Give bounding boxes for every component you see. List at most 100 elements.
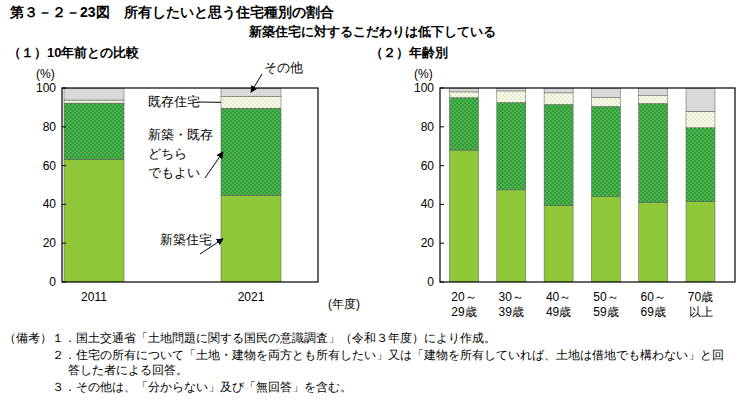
x-tick-label: 40～49歳 <box>546 290 571 319</box>
y-tick <box>440 243 444 244</box>
x-tick-label-line: 2011 <box>81 290 107 304</box>
bars <box>64 88 281 282</box>
y-tick-label: 60 <box>43 159 57 173</box>
bar-segment <box>221 108 281 195</box>
note-line: １．国土交通省「土地問題に関する国民の意識調査」（令和３年度）により作成。 <box>52 331 496 345</box>
x-tick-label-line: 70歳 <box>688 290 713 304</box>
x-tick-label-line: 30～ <box>499 290 524 304</box>
y-tick <box>62 204 66 205</box>
bar-segment <box>497 91 526 103</box>
bar-segment <box>544 88 573 93</box>
note: １．国土交通省「土地問題に関する国民の意識調査」（令和３年度）により作成。 <box>52 331 496 345</box>
y-tick <box>62 88 66 89</box>
annotation-line: 新築住宅 <box>160 232 212 247</box>
bar-segment <box>64 103 124 159</box>
y-tick <box>440 165 444 166</box>
bar-segment <box>221 196 281 282</box>
bar-segment <box>686 111 715 127</box>
bar-segment <box>497 190 526 282</box>
y-tick <box>440 204 444 205</box>
x-tick-label: 60～69歳 <box>641 290 666 319</box>
bar-segment <box>639 96 668 104</box>
y-tick <box>440 126 444 127</box>
y-tick-label: 100 <box>36 81 56 95</box>
annotation-line: 新築・既存 <box>148 127 213 142</box>
panel-title: （２）年齢別 <box>370 45 448 60</box>
panel-title: （１）10年前との比較 <box>8 45 140 60</box>
y-axis-label: (%) <box>414 67 433 81</box>
bar-segment <box>544 104 573 205</box>
bar-segment <box>544 93 573 105</box>
y-tick <box>62 243 66 244</box>
y-tick-label: 20 <box>43 236 57 250</box>
x-tick-label-line: 69歳 <box>641 305 666 319</box>
x-axis-label: (年度) <box>328 297 360 311</box>
bar-segment <box>686 128 715 202</box>
y-axis-label: (%) <box>36 67 55 81</box>
y-tick <box>440 282 444 283</box>
x-tick-label-line: 以上 <box>689 305 713 319</box>
bar-segment <box>591 98 620 107</box>
note-line: ２．住宅の所有について「土地・建物を両方とも所有したい」又は「建物を所有していれ… <box>52 348 724 362</box>
y-tick <box>62 282 66 283</box>
bar-segment <box>64 159 124 282</box>
bar-segment <box>221 88 281 97</box>
annotation-line: でもよい <box>148 165 200 180</box>
x-tick-label-line: 49歳 <box>546 305 571 319</box>
bar-segment <box>544 205 573 282</box>
notes-label: （備考） <box>4 331 52 345</box>
x-tick-label: 20～29歳 <box>451 290 476 319</box>
bar-segment <box>591 106 620 196</box>
y-tick <box>440 88 444 89</box>
bar-segment <box>497 103 526 190</box>
bar-segment <box>64 100 124 103</box>
series-annotation: その他 <box>264 60 303 75</box>
y-tick-label: 60 <box>421 159 435 173</box>
y-tick <box>62 126 66 127</box>
note: ３．その他は、「分からない」及び「無回答」を含む。 <box>52 380 352 394</box>
y-tick-label: 40 <box>421 197 435 211</box>
x-tick-label-line: 50～ <box>593 290 618 304</box>
note-line: ３．その他は、「分からない」及び「無回答」を含む。 <box>52 380 352 394</box>
bar-segment <box>450 92 479 98</box>
note: ２．住宅の所有について「土地・建物を両方とも所有したい」又は「建物を所有していれ… <box>52 348 724 377</box>
y-tick-label: 80 <box>421 120 435 134</box>
annotation-arrow <box>197 102 221 103</box>
annotation-line: どちら <box>148 146 187 161</box>
bar-segment <box>591 88 620 98</box>
y-tick-label: 0 <box>49 275 56 289</box>
bar-segment <box>639 88 668 96</box>
bars <box>450 88 716 282</box>
bar-segment <box>639 202 668 282</box>
bar-segment <box>639 104 668 203</box>
series-annotation: 新築・既存どちらでもよい <box>148 127 213 180</box>
x-tick-label-line: 40～ <box>546 290 571 304</box>
figure-subtitle: 新築住宅に対するこだわりは低下している <box>248 24 496 39</box>
y-tick-label: 20 <box>421 236 435 250</box>
x-tick-label-line: 60～ <box>641 290 666 304</box>
x-tick-label: 50～59歳 <box>593 290 618 319</box>
y-tick-label: 0 <box>427 275 434 289</box>
bar-segment <box>450 98 479 150</box>
bar-segment <box>450 150 479 282</box>
x-tick-label-line: 20～ <box>451 290 476 304</box>
bar-segment <box>686 88 715 111</box>
bar-segment <box>686 201 715 282</box>
annotation-arrow <box>205 152 223 178</box>
plot-frame <box>62 88 318 282</box>
x-tick-label-line: 29歳 <box>451 305 476 319</box>
note-line: 答した者による回答。 <box>68 363 188 377</box>
x-tick-label: 2011 <box>81 290 107 304</box>
series-annotation: 既存住宅 <box>148 94 200 109</box>
y-tick-label: 80 <box>43 120 57 134</box>
y-tick <box>62 165 66 166</box>
figure-title: 第３－２－23図 所有したいと思う住宅種別の割合 <box>9 4 334 21</box>
bar-segment <box>221 97 281 109</box>
y-tick-label: 40 <box>43 197 57 211</box>
x-tick-label: 30～39歳 <box>499 290 524 319</box>
x-tick-label-line: 39歳 <box>499 305 524 319</box>
annotation-line: その他 <box>264 60 303 75</box>
bar-segment <box>591 197 620 282</box>
y-tick-label: 100 <box>414 81 434 95</box>
annotation-line: 既存住宅 <box>148 94 200 109</box>
